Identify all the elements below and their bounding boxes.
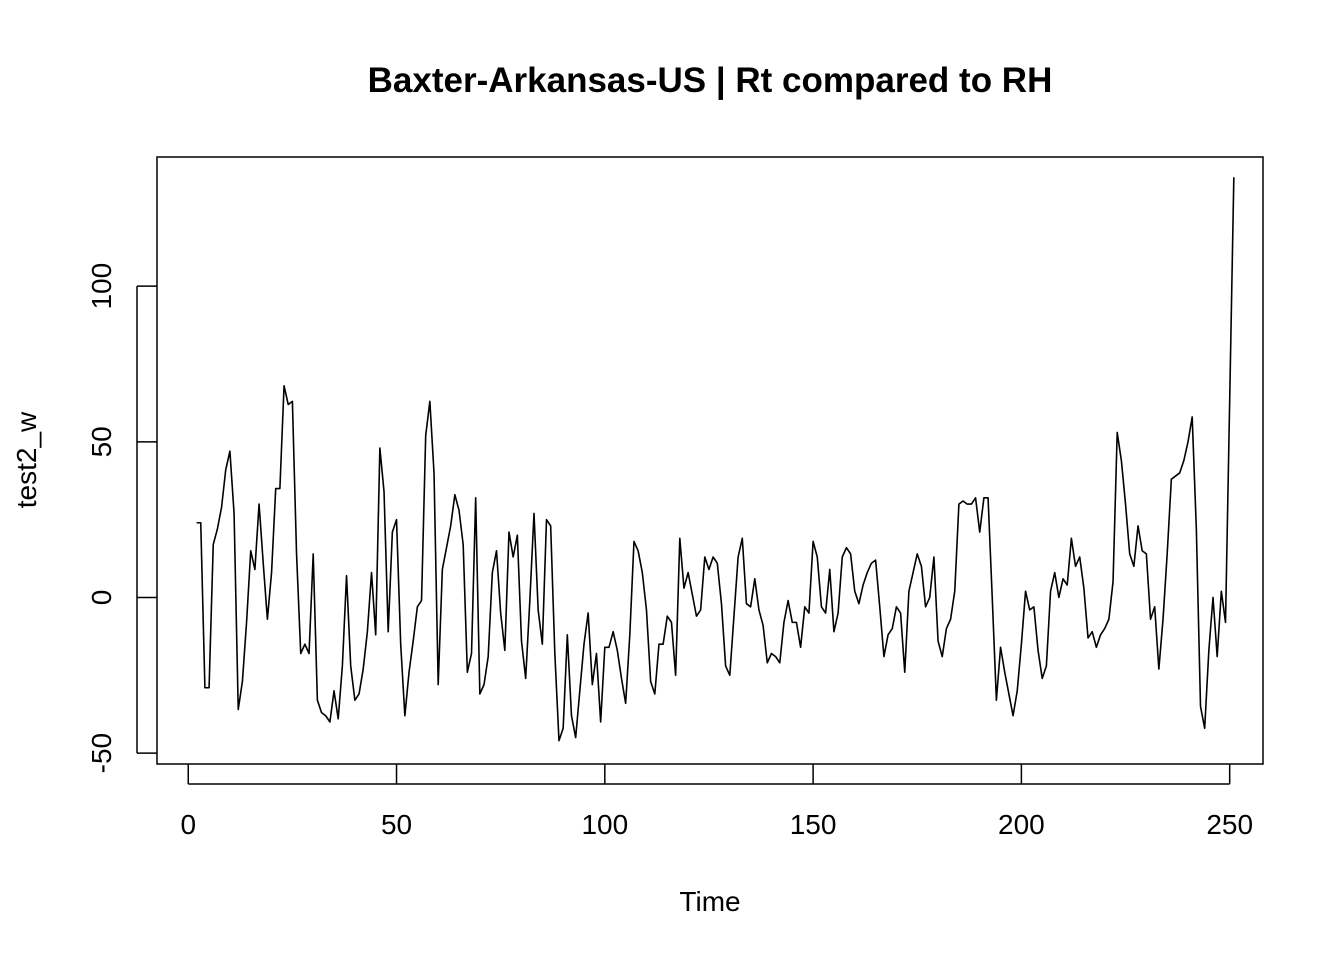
x-tick-label: 200 [998, 809, 1045, 840]
y-tick-label: 0 [86, 590, 117, 606]
chart-title: Baxter-Arkansas-US | Rt compared to RH [368, 61, 1053, 100]
y-tick-label: 100 [86, 263, 117, 310]
series-line [196, 177, 1235, 742]
x-tick-label: 0 [180, 809, 196, 840]
y-tick-label: 50 [86, 426, 117, 457]
x-axis: 0 50 100 150 200 250 [180, 764, 1253, 840]
plot-frame [156, 156, 1264, 765]
x-axis-label: Time [679, 886, 740, 917]
y-axis-label: test2_w [11, 411, 42, 508]
x-tick-label: 100 [581, 809, 628, 840]
series-points [195, 176, 1235, 742]
x-tick-label: 150 [790, 809, 837, 840]
x-tick-label: 250 [1206, 809, 1253, 840]
x-tick-label: 50 [381, 809, 412, 840]
y-axis: -50 0 50 100 [86, 263, 157, 773]
y-tick-label: -50 [86, 733, 117, 773]
